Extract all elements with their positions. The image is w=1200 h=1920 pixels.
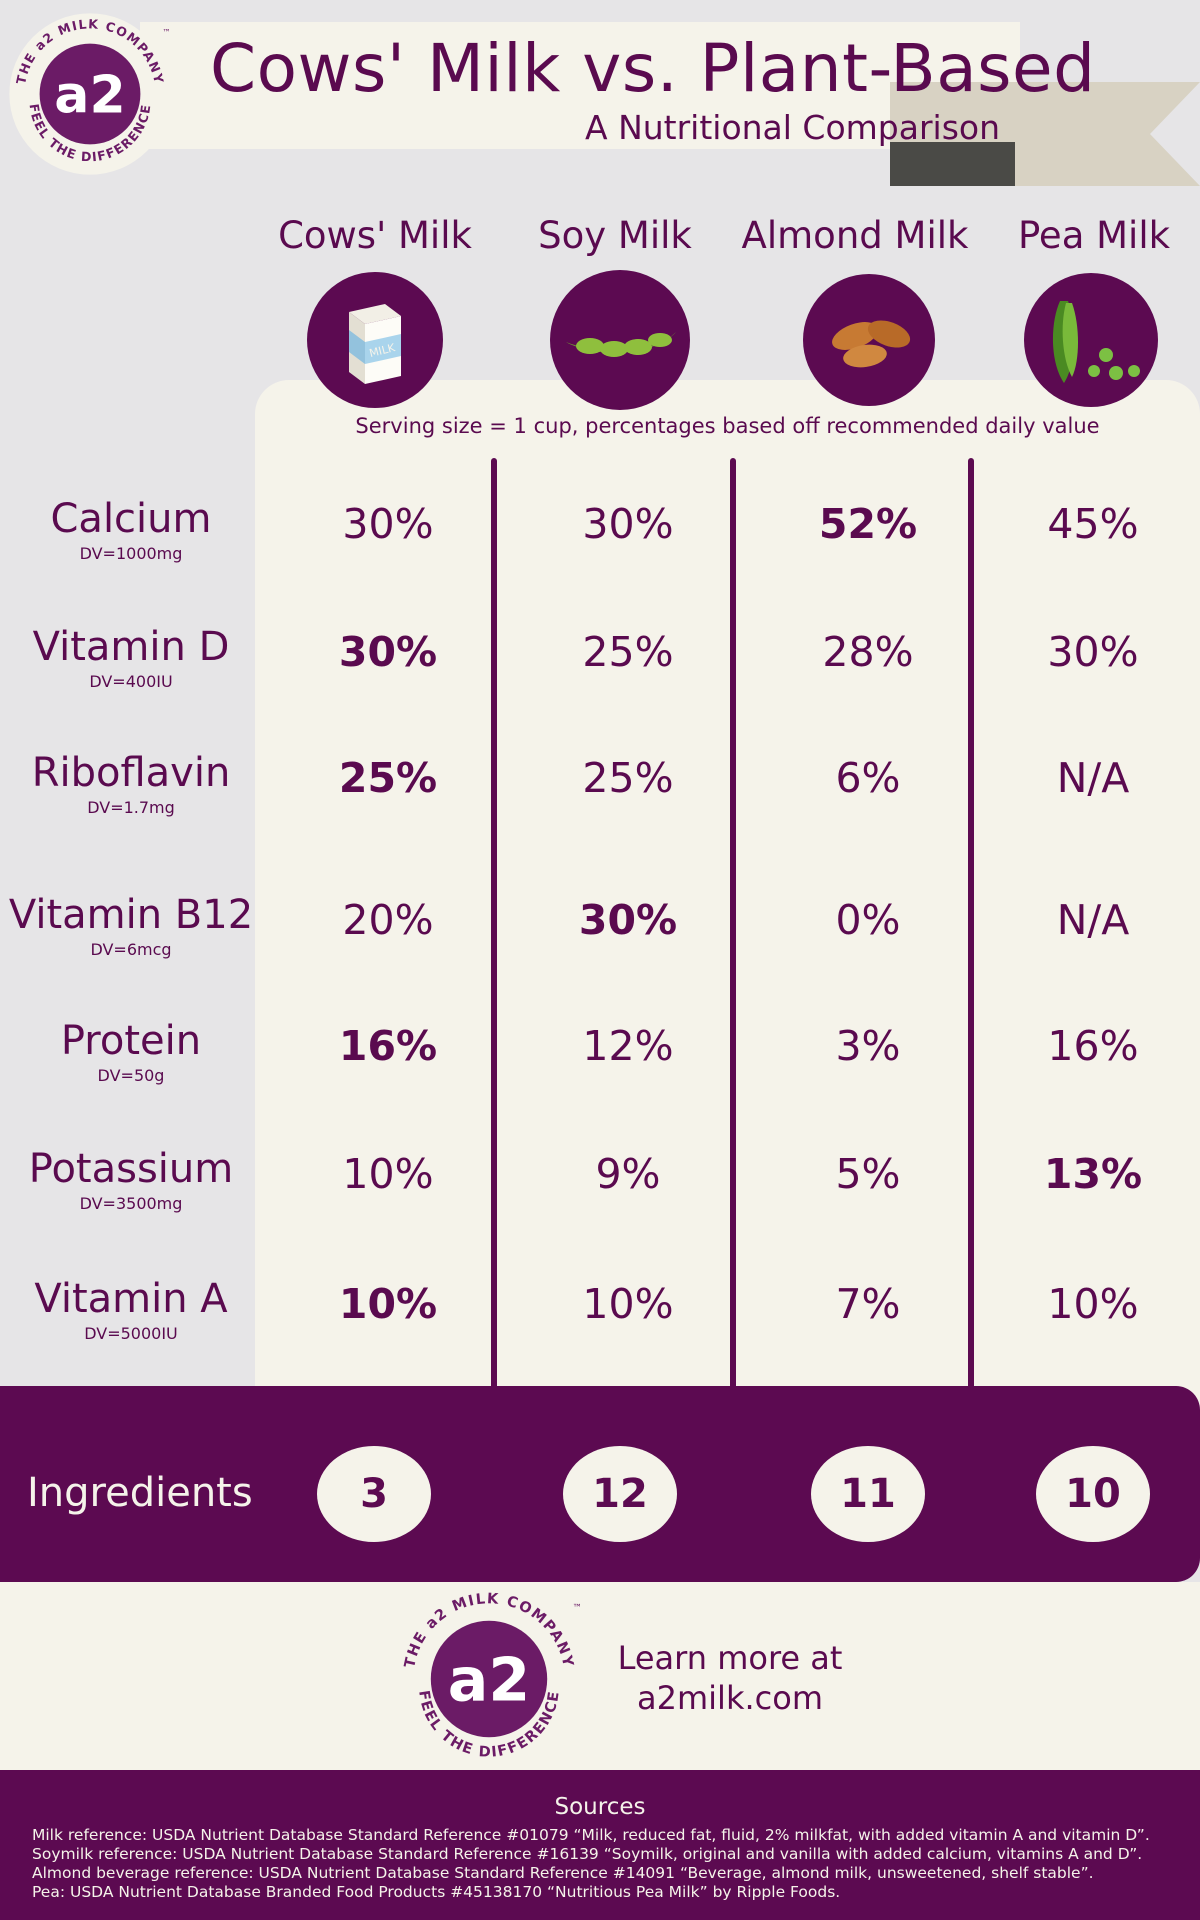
svg-text:a2: a2 <box>54 65 125 125</box>
column-header-pea-milk: Pea Milk <box>1017 214 1171 257</box>
nutrient-label: Riboflavin <box>31 750 231 796</box>
value-cell: 45% <box>1047 500 1139 548</box>
value-cell: 52% <box>818 500 918 548</box>
sources-band <box>0 1770 1200 1920</box>
daily-value-label: DV=6mcg <box>90 940 172 959</box>
page-title: Cows' Milk vs. Plant-Based <box>210 30 1096 107</box>
nutrient-label: Vitamin B12 <box>8 892 254 938</box>
column-divider <box>730 458 736 1408</box>
daily-value-label: DV=50g <box>97 1066 165 1085</box>
value-cell: 25% <box>582 628 674 676</box>
column-header-cows-milk: Cows' Milk <box>278 214 472 257</box>
value-cell: 10% <box>338 1280 438 1328</box>
source-line-almond: Almond beverage reference: USDA Nutrient… <box>32 1864 1094 1882</box>
milk-carton-icon: MILK <box>307 272 443 408</box>
page-subtitle: A Nutritional Comparison <box>585 108 1001 147</box>
value-cell: 13% <box>1043 1150 1143 1198</box>
value-cell: 7% <box>835 1280 901 1328</box>
nutrient-label: Calcium <box>50 496 212 542</box>
value-cell: 25% <box>582 754 674 802</box>
value-cell: 30% <box>578 896 678 944</box>
value-cell: N/A <box>1056 896 1130 944</box>
nutrient-label: Potassium <box>28 1146 234 1192</box>
value-cell: 10% <box>1047 1280 1139 1328</box>
column-divider <box>968 458 974 1408</box>
ingredient-count-pea-milk: 10 <box>1036 1446 1150 1542</box>
value-cell: 28% <box>822 628 914 676</box>
value-cell: 6% <box>835 754 901 802</box>
column-header-almond-milk: Almond Milk <box>741 214 969 257</box>
value-cell: 10% <box>582 1280 674 1328</box>
value-cell: 9% <box>595 1150 661 1198</box>
pea-pod-icon <box>1024 273 1158 407</box>
source-line-soymilk: Soymilk reference: USDA Nutrient Databas… <box>32 1845 1143 1863</box>
ingredient-count-soy-milk: 12 <box>563 1446 677 1542</box>
almonds-icon <box>803 274 935 406</box>
value-cell: 0% <box>835 896 901 944</box>
value-cell: 30% <box>582 500 674 548</box>
ingredient-count-cows-milk: 3 <box>317 1446 431 1542</box>
column-divider <box>491 458 497 1408</box>
value-cell: 10% <box>342 1150 434 1198</box>
ribbon-decoration <box>890 82 1200 186</box>
value-cell: 30% <box>1047 628 1139 676</box>
svg-text:™: ™ <box>162 27 170 37</box>
comparison-table <box>255 380 1200 1415</box>
source-line-milk: Milk reference: USDA Nutrient Database S… <box>32 1826 1150 1844</box>
nutrient-label: Vitamin A <box>34 1276 228 1322</box>
learn-more-line: Learn more at <box>617 1639 843 1677</box>
serving-size-note: Serving size = 1 cup, percentages based … <box>355 414 1100 438</box>
website-link[interactable]: a2milk.com <box>637 1679 823 1717</box>
value-cell: N/A <box>1056 754 1130 802</box>
value-cell: 30% <box>338 628 438 676</box>
a2-logo[interactable]: THE a2 MILK COMPANY FEEL THE DIFFERENCE … <box>6 10 174 178</box>
svg-text:MILK: MILK <box>368 341 397 360</box>
svg-text:a2: a2 <box>448 1645 530 1715</box>
footer-panel <box>0 1582 1200 1770</box>
value-cell: 5% <box>835 1150 901 1198</box>
daily-value-label: DV=1000mg <box>79 544 183 563</box>
column-header-soy-milk: Soy Milk <box>538 214 692 257</box>
value-cell: 3% <box>835 1022 901 1070</box>
learn-more-text[interactable]: Learn more at a2milk.com <box>610 1638 850 1718</box>
a2-logo-footer[interactable]: THE a2 MILK COMPANY FEEL THE DIFFERENCE … <box>392 1582 586 1776</box>
source-line-pea: Pea: USDA Nutrient Database Branded Food… <box>32 1883 841 1901</box>
ingredient-count-almond-milk: 11 <box>811 1446 925 1542</box>
daily-value-label: DV=3500mg <box>79 1194 183 1213</box>
ingredients-label: Ingredients <box>27 1470 253 1516</box>
value-cell: 12% <box>582 1022 674 1070</box>
daily-value-label: DV=5000IU <box>84 1324 178 1343</box>
title-banner <box>140 22 1020 149</box>
svg-text:™: ™ <box>572 1603 582 1614</box>
value-cell: 16% <box>1047 1022 1139 1070</box>
value-cell: 20% <box>342 896 434 944</box>
daily-value-label: DV=400IU <box>89 672 173 691</box>
value-cell: 25% <box>338 754 438 802</box>
daily-value-label: DV=1.7mg <box>87 798 175 817</box>
soybean-pod-icon <box>550 270 690 410</box>
nutrient-label: Vitamin D <box>32 624 230 670</box>
nutrient-label: Protein <box>60 1018 202 1064</box>
value-cell: 16% <box>338 1022 438 1070</box>
sources-title: Sources <box>554 1794 646 1820</box>
value-cell: 30% <box>342 500 434 548</box>
